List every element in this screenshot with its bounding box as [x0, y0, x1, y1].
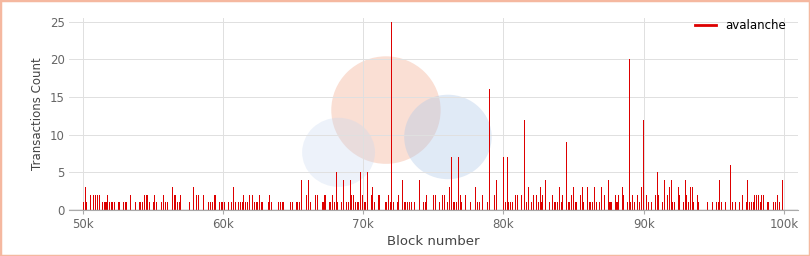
X-axis label: Block number: Block number	[387, 236, 480, 248]
Ellipse shape	[331, 56, 441, 164]
Ellipse shape	[302, 118, 375, 187]
Y-axis label: Transactions Count: Transactions Count	[32, 58, 45, 170]
Legend: avalanche: avalanche	[690, 14, 791, 37]
Ellipse shape	[404, 95, 492, 179]
